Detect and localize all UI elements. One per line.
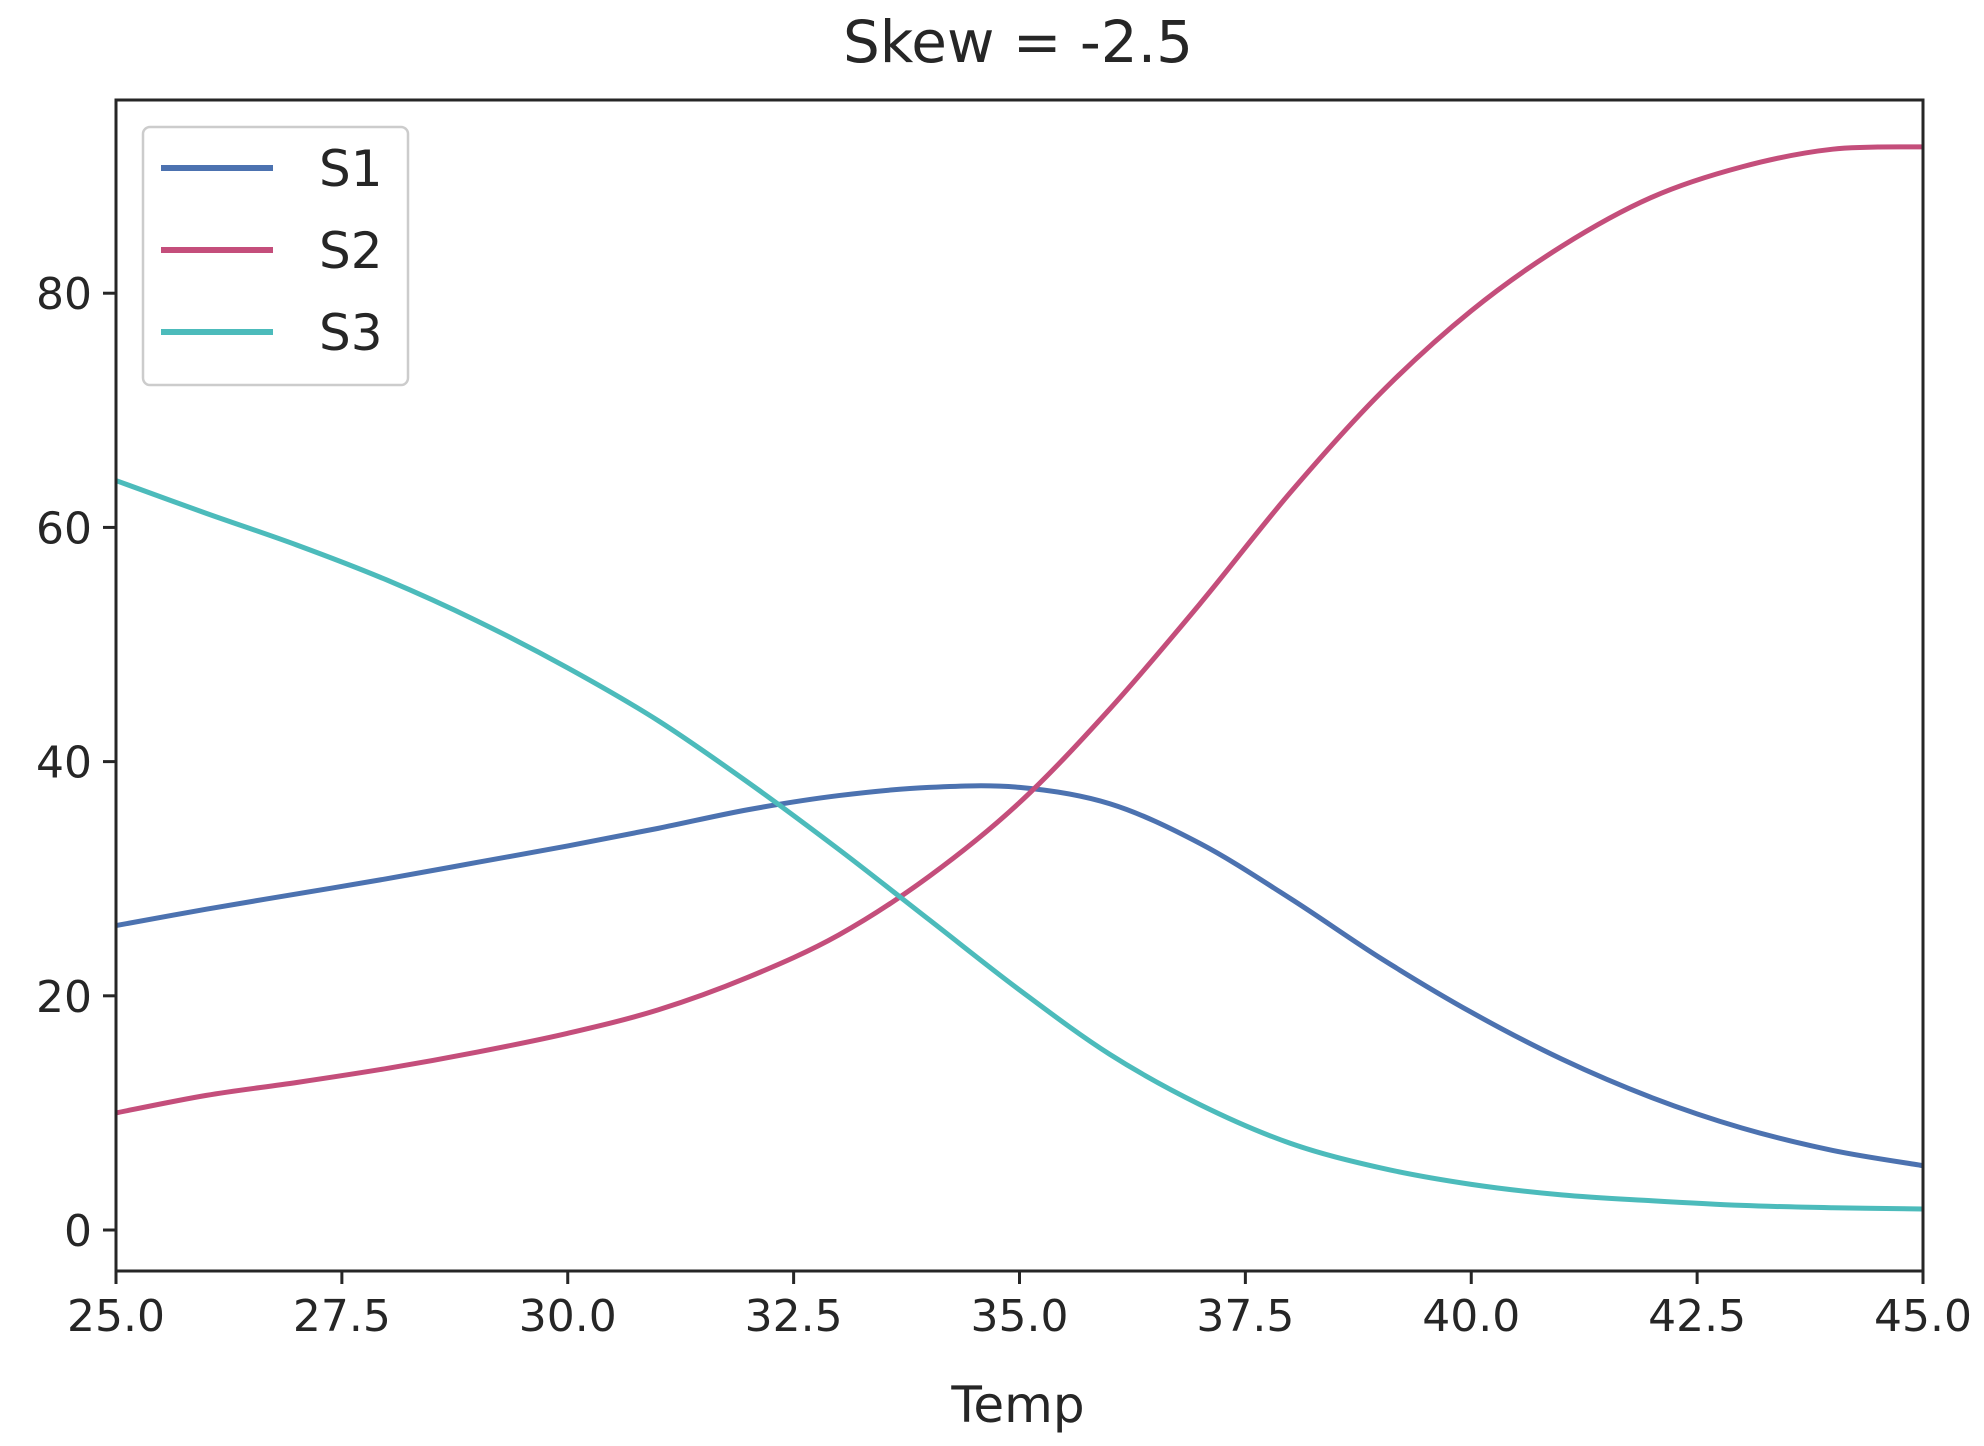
x-tick-label: 40.0 [1422, 1291, 1520, 1342]
x-tick-label: 27.5 [293, 1291, 391, 1342]
legend-label-s2: S2 [319, 222, 383, 280]
chart-title: Skew = -2.5 [843, 8, 1193, 76]
series-line-s1 [115, 783, 1924, 1169]
legend-box [141, 125, 410, 387]
legend-label-s1: S1 [319, 140, 383, 198]
series-line-s3 [115, 478, 1924, 1212]
x-tick-label: 42.5 [1648, 1291, 1746, 1342]
x-tick-label: 35.0 [971, 1291, 1069, 1342]
x-tick-label: 30.0 [519, 1291, 617, 1342]
axes-layer: 25.0 27.5 30.0 32.5 35.0 37.5 40.0 42.5 45.0 0 20 4… [36, 98, 1972, 1342]
x-tick-label: 25.0 [67, 1291, 165, 1342]
y-tick-label: 80 [36, 269, 92, 320]
x-tick-label: 37.5 [1196, 1291, 1294, 1342]
y-tick-label: 0 [64, 1206, 92, 1257]
x-tick-label: 45.0 [1874, 1291, 1972, 1342]
series-line-s2 [115, 144, 1924, 1116]
series-layer [115, 144, 1924, 1212]
x-axis-title: Temp [950, 1376, 1084, 1434]
y-tick-label: 60 [36, 503, 92, 554]
y-tick-label: 20 [36, 972, 92, 1023]
legend-label-s3: S3 [319, 304, 383, 362]
legend: S1 S2 S3 [141, 125, 410, 387]
x-tick-label: 32.5 [745, 1291, 843, 1342]
y-tick-label: 40 [36, 738, 92, 789]
